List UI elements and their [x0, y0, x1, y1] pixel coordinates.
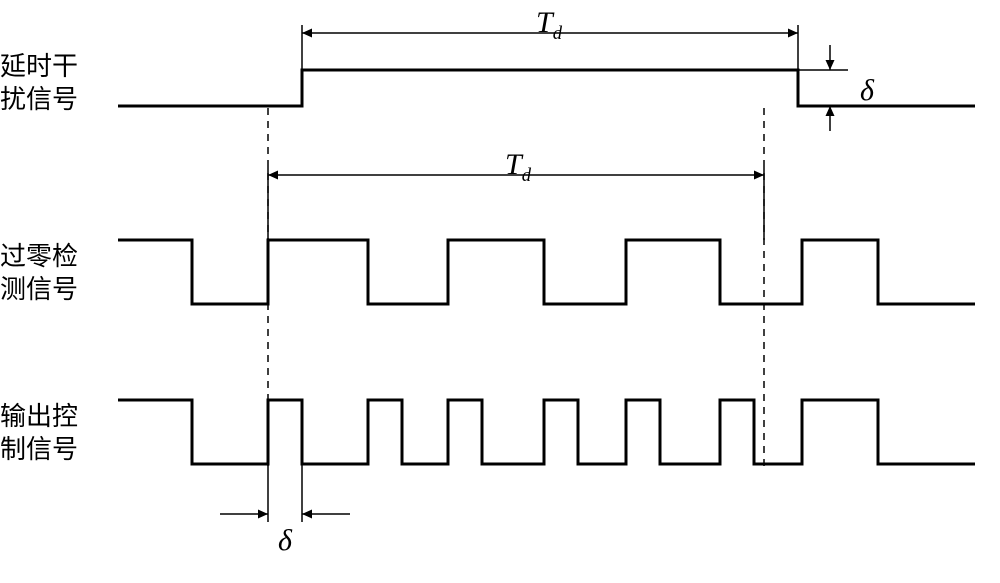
timing-diagram-svg	[0, 0, 1000, 583]
